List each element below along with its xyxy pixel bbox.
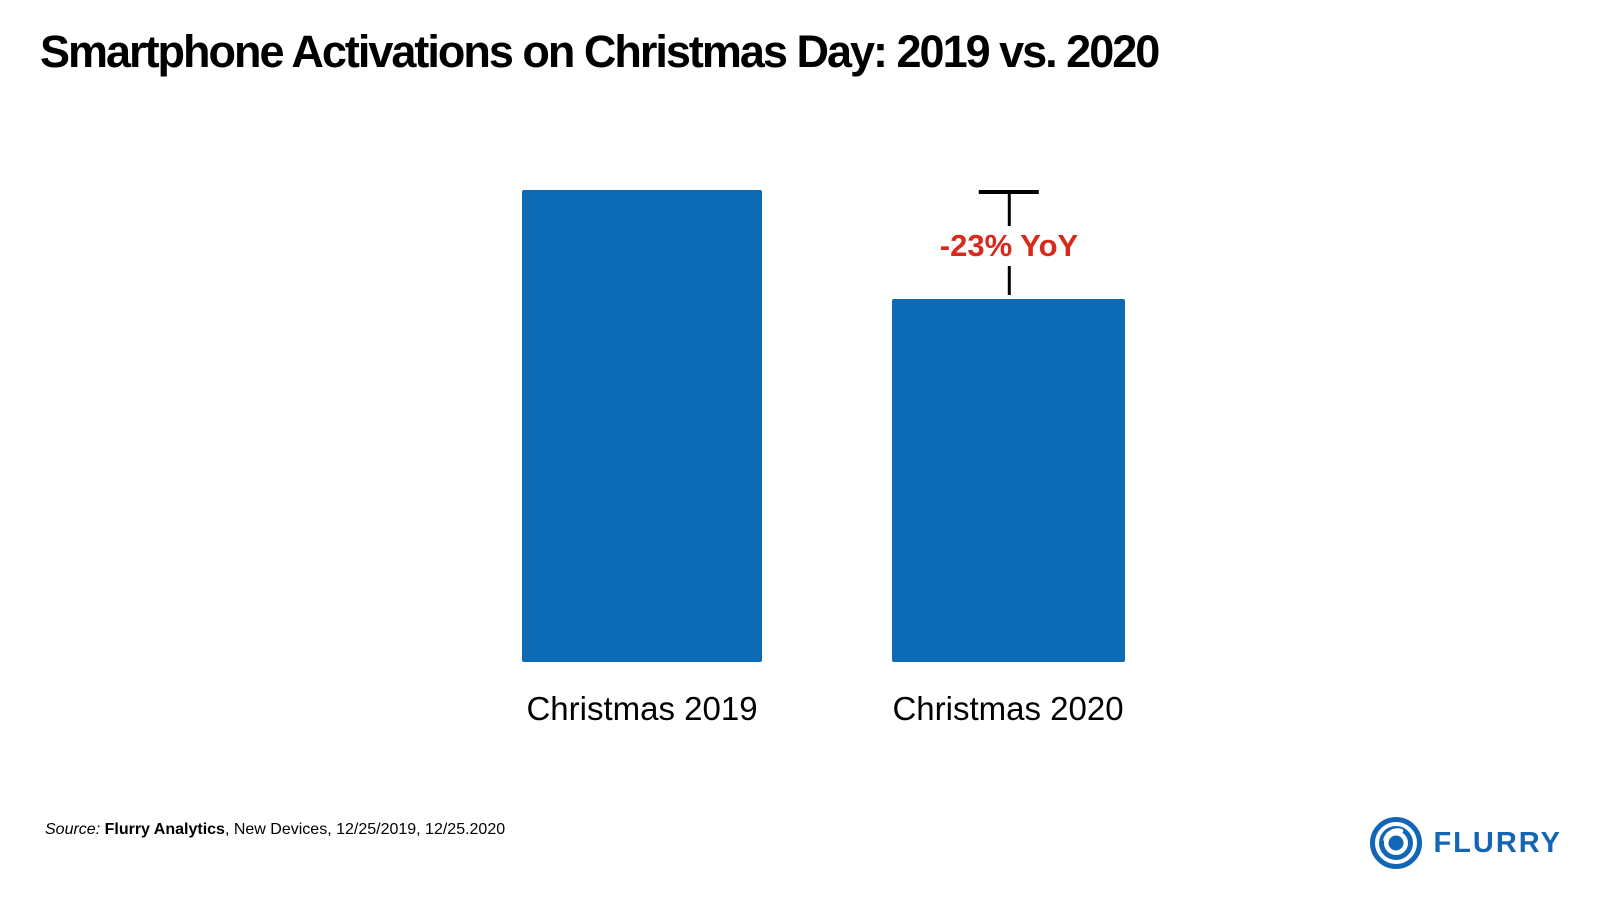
yoy-annotation: -23% YoY bbox=[939, 190, 1079, 296]
source-note: Source: Flurry Analytics, New Devices, 1… bbox=[45, 821, 505, 839]
annotation-connector-bottom bbox=[1007, 266, 1011, 296]
bar-christmas-2019 bbox=[522, 190, 762, 662]
axis-label-christmas-2020: Christmas 2020 bbox=[892, 690, 1124, 727]
source-prefix: Source: bbox=[45, 821, 105, 838]
source-details: , New Devices, 12/25/2019, 12/25.2020 bbox=[224, 821, 506, 838]
flurry-spiral-icon bbox=[1370, 817, 1423, 869]
yoy-change-label: -23% YoY bbox=[939, 228, 1079, 263]
bar-christmas-2020 bbox=[892, 299, 1125, 662]
flurry-wordmark: FLURRY bbox=[1433, 826, 1562, 859]
source-name: Flurry Analytics bbox=[104, 821, 225, 838]
axis-label-christmas-2019: Christmas 2019 bbox=[526, 690, 758, 727]
reference-level-line bbox=[978, 190, 1039, 194]
annotation-connector-top bbox=[1007, 194, 1011, 226]
chart-title: Smartphone Activations on Christmas Day:… bbox=[40, 26, 1160, 77]
flurry-logo: FLURRY bbox=[1370, 812, 1562, 874]
